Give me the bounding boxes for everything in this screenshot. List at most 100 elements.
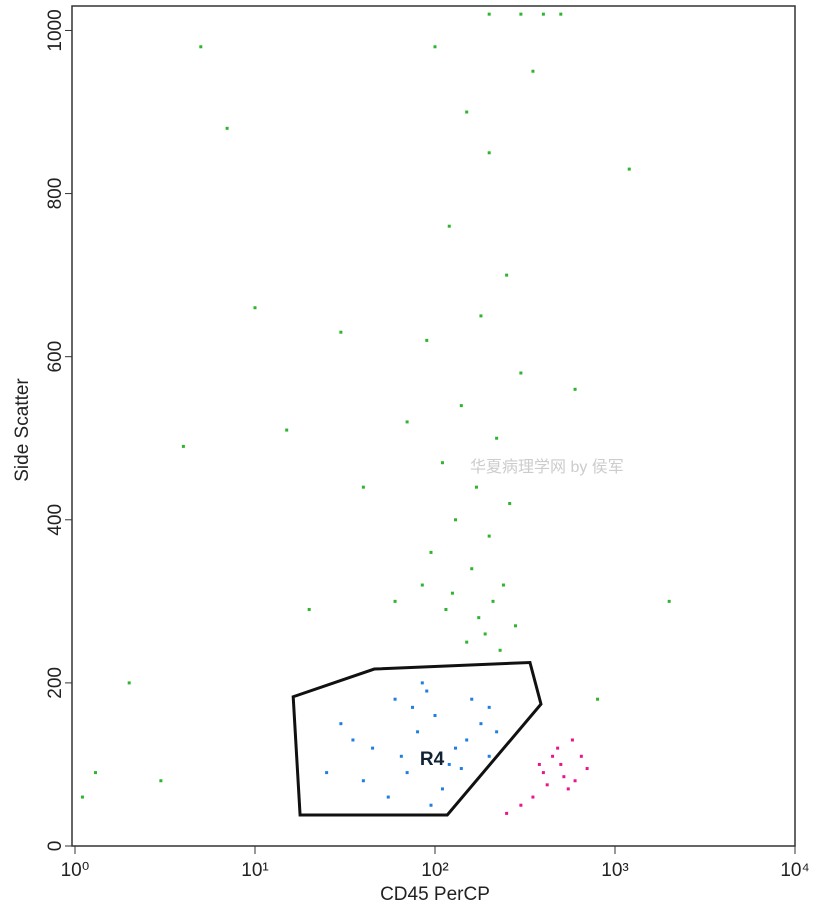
- data-point: [416, 730, 420, 734]
- data-point: [393, 599, 397, 603]
- data-point: [545, 783, 549, 787]
- data-point: [225, 126, 229, 130]
- data-point: [371, 746, 375, 750]
- data-point: [519, 371, 523, 375]
- data-point: [477, 616, 481, 620]
- y-tick-label: 200: [45, 667, 66, 699]
- data-point: [420, 583, 424, 587]
- data-point: [447, 224, 451, 228]
- data-point: [253, 306, 257, 310]
- data-point: [470, 567, 474, 571]
- data-point: [393, 697, 397, 701]
- data-point: [531, 795, 535, 799]
- data-point: [339, 722, 343, 726]
- data-point: [159, 779, 163, 783]
- x-tick-label: 10⁰: [61, 860, 90, 881]
- x-tick-label: 10³: [601, 860, 628, 881]
- data-point: [556, 746, 560, 750]
- data-point: [667, 599, 671, 603]
- data-point: [559, 12, 563, 16]
- data-point: [411, 705, 415, 709]
- data-point: [429, 550, 433, 554]
- data-point: [307, 607, 311, 611]
- data-point: [479, 314, 483, 318]
- data-point: [285, 428, 289, 432]
- data-point: [440, 787, 444, 791]
- y-tick-label: 0: [45, 841, 66, 852]
- data-point: [487, 534, 491, 538]
- data-point: [405, 420, 409, 424]
- x-tick-label: 10⁴: [780, 860, 809, 881]
- data-point: [80, 795, 84, 799]
- y-tick-label: 600: [45, 341, 66, 373]
- y-tick-label: 800: [45, 178, 66, 210]
- data-point: [596, 697, 600, 701]
- data-point: [465, 110, 469, 114]
- data-point: [627, 167, 631, 171]
- data-point: [199, 45, 203, 49]
- data-point: [425, 338, 429, 342]
- gate-polygon: [291, 660, 543, 817]
- data-point: [501, 583, 505, 587]
- data-point: [465, 738, 469, 742]
- data-point: [447, 762, 451, 766]
- data-point: [570, 738, 574, 742]
- data-point: [551, 754, 555, 758]
- data-point: [425, 689, 429, 693]
- data-point: [537, 762, 541, 766]
- data-point: [474, 485, 478, 489]
- watermark: 华夏病理学网 by 侯军: [470, 458, 624, 476]
- data-point: [519, 12, 523, 16]
- data-point: [454, 518, 458, 522]
- data-point: [573, 387, 577, 391]
- data-point: [491, 599, 495, 603]
- data-point: [459, 404, 463, 408]
- x-tick-label: 10²: [421, 860, 448, 881]
- data-point: [433, 714, 437, 718]
- data-point: [505, 273, 509, 277]
- y-tick-label: 400: [45, 504, 66, 536]
- data-point: [483, 632, 487, 636]
- data-point: [325, 771, 329, 775]
- data-point: [420, 681, 424, 685]
- data-point: [531, 69, 535, 73]
- data-point: [579, 754, 583, 758]
- data-point: [562, 775, 566, 779]
- data-point: [405, 771, 409, 775]
- data-point: [399, 754, 403, 758]
- data-point: [465, 640, 469, 644]
- data-point: [127, 681, 131, 685]
- data-point: [94, 771, 98, 775]
- data-point: [505, 811, 509, 815]
- data-point: [498, 648, 502, 652]
- data-point: [566, 787, 570, 791]
- data-point: [487, 754, 491, 758]
- data-point: [470, 697, 474, 701]
- data-point: [585, 767, 589, 771]
- data-point: [454, 746, 458, 750]
- data-point: [351, 738, 355, 742]
- data-point: [361, 779, 365, 783]
- y-axis-label: Side Scatter: [12, 378, 33, 482]
- data-point: [513, 624, 517, 628]
- data-point: [487, 151, 491, 155]
- data-point: [440, 461, 444, 465]
- data-point: [508, 501, 512, 505]
- data-point: [181, 444, 185, 448]
- plot-frame: [71, 5, 796, 847]
- x-axis-label: CD45 PerCP: [380, 884, 490, 905]
- data-point: [541, 771, 545, 775]
- data-point: [339, 330, 343, 334]
- data-point: [444, 607, 448, 611]
- data-point: [487, 12, 491, 16]
- data-point: [559, 762, 563, 766]
- x-tick-label: 10¹: [241, 860, 268, 881]
- gate-label: R4: [420, 749, 445, 770]
- data-point: [450, 591, 454, 595]
- data-point: [433, 45, 437, 49]
- data-point: [459, 767, 463, 771]
- data-point: [479, 722, 483, 726]
- data-point: [429, 803, 433, 807]
